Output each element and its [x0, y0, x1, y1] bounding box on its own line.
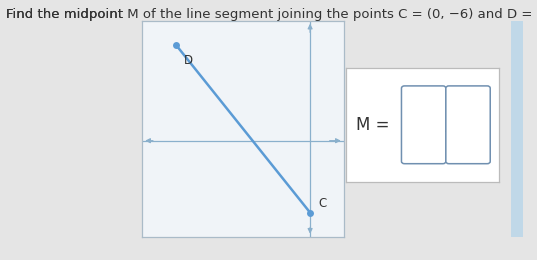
Text: C: C [318, 197, 326, 210]
Text: Find the midpoint: Find the midpoint [6, 8, 128, 21]
Text: Find the midpoint M of the line segment joining the points C = (0, −6) and D = (: Find the midpoint M of the line segment … [6, 8, 537, 21]
Text: M =: M = [355, 116, 389, 134]
FancyBboxPatch shape [446, 86, 490, 164]
Text: D: D [184, 54, 193, 67]
FancyBboxPatch shape [402, 86, 446, 164]
Text: ,: , [444, 116, 449, 134]
